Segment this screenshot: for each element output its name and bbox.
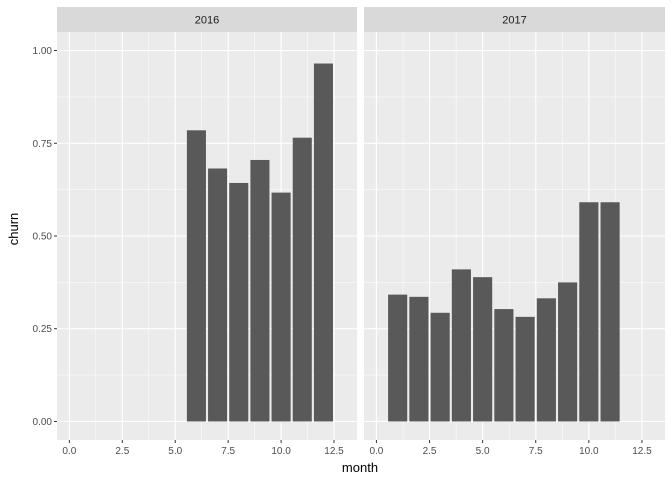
bar-2016-month-6 bbox=[186, 130, 206, 422]
bar-2016-month-11 bbox=[292, 137, 312, 422]
facet-strip bbox=[57, 7, 357, 32]
bar-2017-month-10 bbox=[579, 202, 599, 422]
facet-strip-label: 2016 bbox=[195, 15, 219, 27]
bar-2016-month-7 bbox=[208, 168, 228, 422]
x-tick-label: 7.5 bbox=[221, 446, 235, 457]
bar-2017-month-4 bbox=[451, 269, 471, 422]
y-tick-label: 0.00 bbox=[33, 417, 53, 428]
facet-strip bbox=[364, 7, 665, 32]
y-tick-label: 0.75 bbox=[33, 139, 53, 150]
x-tick-label: 10.0 bbox=[271, 446, 291, 457]
bar-2017-month-3 bbox=[430, 312, 450, 422]
x-tick-label: 7.5 bbox=[529, 446, 543, 457]
x-tick-label: 0.0 bbox=[62, 446, 76, 457]
bar-2017-month-9 bbox=[558, 282, 578, 422]
bar-2016-month-10 bbox=[271, 192, 291, 422]
bar-2017-month-6 bbox=[494, 309, 514, 422]
bar-2017-month-8 bbox=[536, 298, 556, 422]
x-tick-label: 0.0 bbox=[369, 446, 383, 457]
facet-panel-2017: 2017 0.0 2.5 5.0 7.5 10.0 12.5 bbox=[364, 7, 665, 457]
bar-2017-month-1 bbox=[388, 294, 408, 422]
bar-2016-month-9 bbox=[250, 159, 270, 422]
bar-2016-month-12 bbox=[313, 63, 333, 422]
facet-panels: 2016 0.0 2.5 5.0 7.5 10.0 12.5 2017 0.0 2.5 5.0 7.5… bbox=[57, 7, 665, 457]
y-axis: 0.00 0.25 0.50 0.75 1.00 bbox=[33, 46, 57, 428]
facet-strip-label: 2017 bbox=[502, 15, 526, 27]
bar-2017-month-2 bbox=[409, 296, 429, 422]
bar-2017-month-7 bbox=[515, 316, 535, 422]
x-tick-label: 12.5 bbox=[632, 446, 652, 457]
facet-panel-2016: 2016 0.0 2.5 5.0 7.5 10.0 12.5 bbox=[57, 7, 357, 457]
bar-2017-month-11 bbox=[600, 202, 620, 422]
x-tick-label: 5.0 bbox=[168, 446, 182, 457]
bar-2017-month-5 bbox=[473, 277, 493, 422]
x-tick-label: 12.5 bbox=[324, 446, 344, 457]
x-axis-title: month bbox=[342, 460, 378, 475]
y-axis-title: churn bbox=[6, 213, 21, 246]
x-tick-label: 2.5 bbox=[115, 446, 129, 457]
x-tick-label: 5.0 bbox=[476, 446, 490, 457]
y-tick-label: 0.25 bbox=[33, 324, 53, 335]
x-tick-label: 10.0 bbox=[579, 446, 599, 457]
y-tick-label: 1.00 bbox=[33, 46, 53, 57]
x-tick-label: 2.5 bbox=[423, 446, 437, 457]
bar-2016-month-8 bbox=[229, 182, 249, 422]
y-tick-label: 0.50 bbox=[33, 232, 53, 243]
